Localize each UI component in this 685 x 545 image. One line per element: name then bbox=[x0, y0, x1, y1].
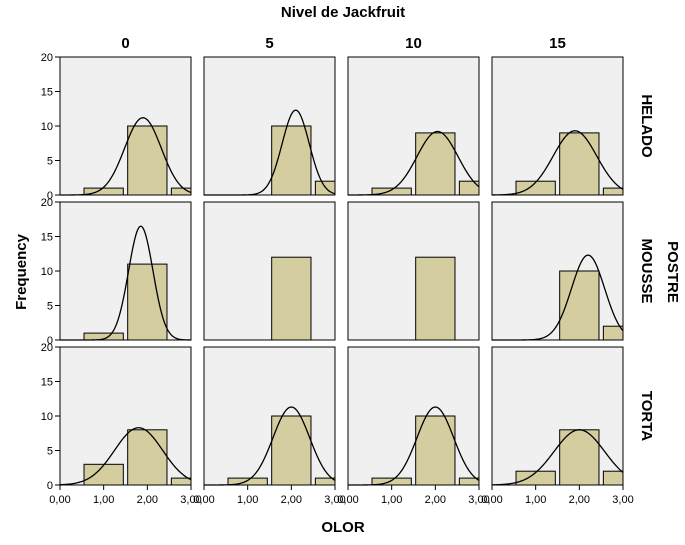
y-tick-label: 5 bbox=[47, 301, 53, 313]
x-tick-label: 2,00 bbox=[281, 494, 302, 506]
y-tick-label: 0 bbox=[47, 480, 53, 492]
y-tick-label: 15 bbox=[41, 232, 53, 244]
panel-mousse-0 bbox=[59, 201, 192, 341]
histogram-bar-mousse-5-bin-2 bbox=[271, 256, 312, 341]
y-axis-label: Frequency bbox=[13, 233, 30, 310]
panel-helado-0 bbox=[59, 56, 192, 196]
normal-curve-helado-10 bbox=[347, 130, 480, 196]
panel-helado-15 bbox=[491, 56, 624, 196]
histogram-bar-helado-5-bin-2 bbox=[271, 125, 312, 196]
column-header-10: 10 bbox=[405, 35, 422, 52]
y-tick-label: 5 bbox=[47, 156, 53, 168]
normal-curve-helado-0 bbox=[60, 117, 192, 196]
normal-curve-torta-15 bbox=[491, 429, 624, 486]
x-tick-label: 0,00 bbox=[481, 494, 502, 506]
x-tick-label: 2,00 bbox=[137, 494, 158, 506]
column-header-5: 5 bbox=[265, 35, 273, 52]
normal-curve-torta-5 bbox=[204, 406, 336, 486]
y-tick-label: 20 bbox=[41, 197, 53, 209]
row-header-mousse: MOUSSE bbox=[638, 238, 655, 303]
histogram-bar-torta-15-bin-2 bbox=[559, 429, 600, 486]
x-tick-label: 0,00 bbox=[337, 494, 358, 506]
y-tick-label: 20 bbox=[41, 342, 53, 354]
y-tick-label: 20 bbox=[41, 52, 53, 64]
histogram-bar-torta-15-bin-3 bbox=[602, 470, 624, 486]
row-group-label: POSTRE bbox=[664, 241, 681, 303]
histogram-bar-helado-15-bin-3 bbox=[602, 187, 624, 196]
panel-helado-10 bbox=[347, 56, 480, 196]
x-tick-label: 1,00 bbox=[237, 494, 258, 506]
x-axis-label: OLOR bbox=[321, 519, 364, 536]
panel-mousse-5 bbox=[203, 201, 336, 341]
y-tick-label: 5 bbox=[47, 446, 53, 458]
panel-torta-10 bbox=[347, 346, 480, 486]
histogram-bar-helado-10-bin-1 bbox=[371, 187, 412, 196]
x-tick-label: 2,00 bbox=[569, 494, 590, 506]
row-header-helado: HELADO bbox=[638, 94, 655, 158]
panel-mousse-15 bbox=[491, 201, 624, 341]
panel-torta-15 bbox=[491, 346, 624, 486]
row-header-torta: TORTA bbox=[638, 391, 655, 441]
histogram-bar-torta-0-bin-1 bbox=[83, 463, 124, 486]
histogram-bar-helado-10-bin-2 bbox=[415, 132, 456, 196]
panel-mousse-10 bbox=[347, 201, 480, 341]
panel-torta-0 bbox=[59, 346, 192, 486]
y-tick-label: 15 bbox=[41, 87, 53, 99]
histogram-bar-helado-0-bin-3 bbox=[170, 187, 192, 196]
histogram-bar-helado-0-bin-1 bbox=[83, 187, 124, 196]
normal-curve-torta-10 bbox=[348, 406, 480, 486]
histogram-bar-mousse-0-bin-2 bbox=[127, 263, 168, 341]
x-tick-label: 3,00 bbox=[612, 494, 633, 506]
column-header-0: 0 bbox=[121, 35, 129, 52]
panel-torta-5 bbox=[203, 346, 336, 486]
histogram-bar-mousse-15-bin-3 bbox=[602, 325, 624, 341]
normal-curve-mousse-0 bbox=[60, 225, 192, 341]
histogram-bar-torta-5-bin-3 bbox=[314, 477, 336, 486]
x-tick-label: 1,00 bbox=[93, 494, 114, 506]
y-tick-label: 10 bbox=[41, 121, 53, 133]
y-tick-label: 0 bbox=[47, 190, 53, 202]
histogram-bar-torta-10-bin-3 bbox=[458, 477, 480, 486]
normal-curve-helado-5 bbox=[204, 109, 336, 196]
histogram-bar-helado-0-bin-2 bbox=[127, 125, 168, 196]
histogram-bar-torta-0-bin-3 bbox=[170, 477, 192, 486]
x-tick-label: 3,00 bbox=[324, 494, 345, 506]
x-tick-label: 2,00 bbox=[425, 494, 446, 506]
histogram-bar-torta-10-bin-2 bbox=[415, 415, 456, 486]
x-tick-label: 3,00 bbox=[180, 494, 201, 506]
x-tick-label: 0,00 bbox=[49, 494, 70, 506]
histogram-bar-torta-0-bin-2 bbox=[127, 429, 168, 486]
column-header-15: 15 bbox=[549, 35, 566, 52]
histogram-bar-mousse-10-bin-2 bbox=[415, 256, 456, 341]
y-tick-label: 15 bbox=[41, 377, 53, 389]
panel-helado-5 bbox=[203, 56, 336, 196]
normal-curve-mousse-15 bbox=[492, 254, 624, 341]
histogram-bar-mousse-0-bin-1 bbox=[83, 332, 124, 341]
normal-curve-torta-0 bbox=[59, 427, 192, 486]
histogram-bar-helado-10-bin-3 bbox=[458, 180, 480, 196]
x-tick-label: 1,00 bbox=[381, 494, 402, 506]
y-tick-label: 10 bbox=[41, 411, 53, 423]
y-tick-label: 0 bbox=[47, 335, 53, 347]
histogram-bar-helado-15-bin-2 bbox=[559, 132, 600, 196]
chart-title: Nivel de Jackfruit bbox=[281, 4, 405, 21]
histogram-bar-helado-15-bin-1 bbox=[515, 180, 556, 196]
x-tick-label: 3,00 bbox=[468, 494, 489, 506]
histogram-bar-torta-5-bin-2 bbox=[271, 415, 312, 486]
normal-curve-helado-15 bbox=[492, 130, 624, 196]
y-tick-label: 10 bbox=[41, 266, 53, 278]
x-tick-label: 1,00 bbox=[525, 494, 546, 506]
x-tick-label: 0,00 bbox=[193, 494, 214, 506]
